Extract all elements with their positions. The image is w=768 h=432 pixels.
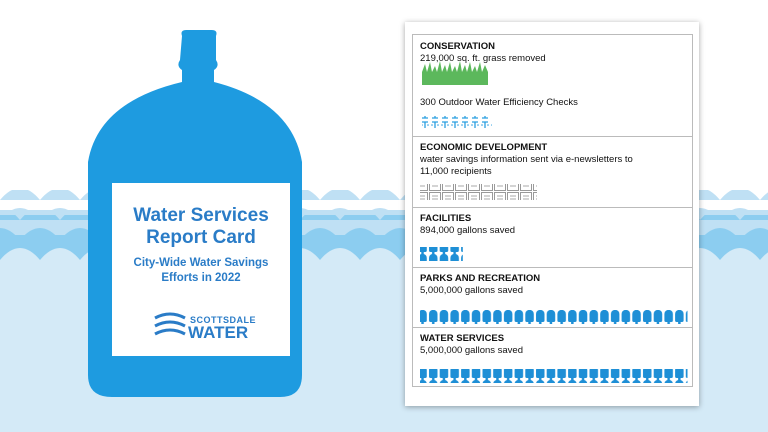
card-subtitle: City-Wide Water Savings Efforts in 2022 bbox=[133, 257, 269, 284]
section-heading: CONSERVATION bbox=[420, 41, 495, 52]
bottle-icons bbox=[420, 310, 688, 324]
section-heading: ECONOMIC DEVELOPMENT bbox=[420, 142, 548, 153]
grass-icon bbox=[422, 61, 488, 85]
logo-top: SCOTTSDALE bbox=[190, 315, 257, 325]
section-line: 219,000 sq. ft. grass removed bbox=[420, 53, 546, 64]
newsletter-icons bbox=[420, 184, 537, 200]
bottle-icons bbox=[420, 247, 463, 261]
card bbox=[112, 183, 290, 356]
section-heading: PARKS AND RECREATION bbox=[420, 273, 541, 284]
section-line: 894,000 gallons saved bbox=[420, 225, 516, 236]
logo-waves bbox=[154, 312, 186, 336]
section-line: 300 Outdoor Water Efficiency Checks bbox=[420, 97, 578, 108]
section-line: water savings information sent via e-new… bbox=[420, 154, 633, 177]
section-heading: WATER SERVICES bbox=[420, 333, 505, 344]
sections-box bbox=[412, 34, 693, 387]
bottle-icons bbox=[420, 369, 688, 383]
card-title: Water Services Report Card bbox=[133, 205, 269, 248]
section-line: 5,000,000 gallons saved bbox=[420, 345, 523, 356]
sprinkler-icons bbox=[422, 116, 492, 128]
report-panel bbox=[405, 22, 699, 406]
logo-bottom: WATER bbox=[188, 323, 249, 342]
section-line: 5,000,000 gallons saved bbox=[420, 285, 523, 296]
section-dividers bbox=[412, 136, 692, 328]
section-heading: FACILITIES bbox=[420, 213, 472, 224]
